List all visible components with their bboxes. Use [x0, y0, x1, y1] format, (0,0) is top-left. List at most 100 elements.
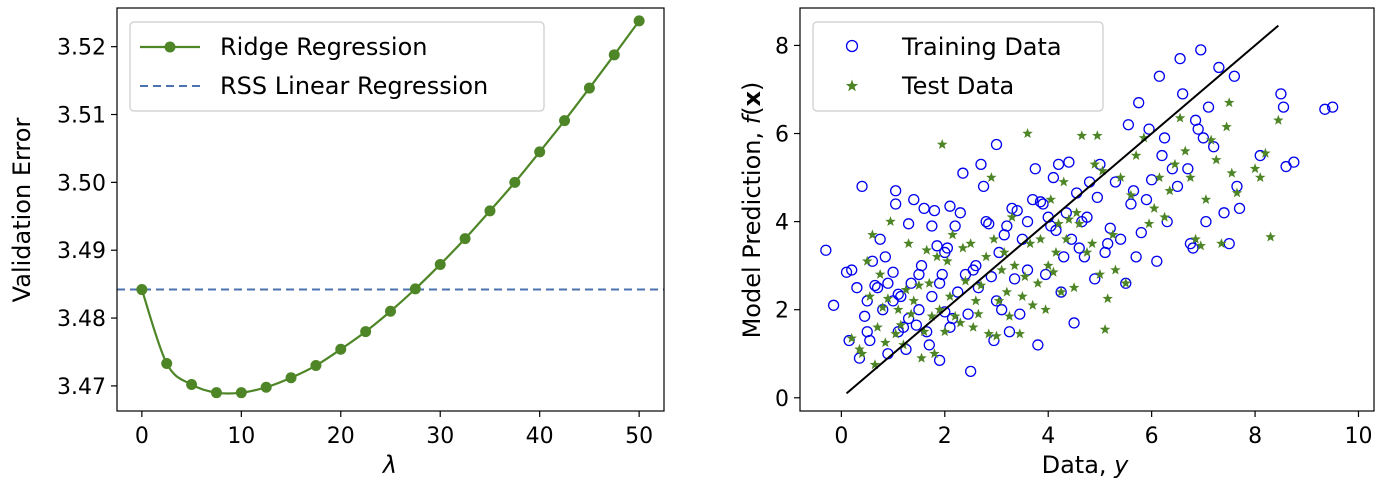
- training-data-point: [1037, 198, 1049, 210]
- legend-training-marker-swatch: [845, 39, 859, 53]
- legend-test-label: Test Data: [901, 72, 1014, 100]
- test-data-point: [903, 238, 914, 249]
- training-data-point: [1223, 237, 1235, 250]
- test-data-point: [991, 330, 1002, 341]
- test-data-point: [934, 304, 945, 315]
- test-data-point: [1063, 213, 1075, 224]
- training-data-point: [1202, 101, 1215, 113]
- training-data-point: [1233, 202, 1246, 215]
- left-plot-area: [117, 15, 664, 399]
- training-data-point: [933, 354, 946, 366]
- training-data-point: [1277, 101, 1290, 113]
- training-data-point: [840, 266, 853, 278]
- ridge-regression-point: [310, 360, 322, 372]
- right-x-tick-label: 4: [1041, 424, 1055, 449]
- training-data-point: [1068, 317, 1080, 329]
- test-data-point: [867, 229, 878, 240]
- training-data-point: [1109, 176, 1122, 188]
- training-data-point: [975, 158, 987, 171]
- test-data-point: [1053, 218, 1064, 229]
- left-y-tick-label: 3.48: [57, 307, 106, 332]
- ridge-regression-point: [583, 82, 595, 94]
- test-data-point: [913, 279, 925, 290]
- training-data-point: [936, 268, 948, 281]
- test-data-point: [880, 337, 891, 348]
- training-data-point: [954, 207, 966, 219]
- test-data-point: [973, 308, 984, 319]
- training-data-point: [983, 218, 995, 230]
- legend-ridge-label: Ridge Regression: [220, 33, 427, 61]
- test-data-point: [1055, 286, 1067, 297]
- training-data-point: [1200, 215, 1212, 228]
- test-data-point: [877, 302, 888, 312]
- legend-ridge-marker-swatch: [164, 41, 176, 53]
- test-data-point: [1255, 172, 1266, 183]
- test-data-point: [1180, 145, 1191, 156]
- ridge-regression-point: [335, 343, 347, 355]
- test-data-point: [1019, 271, 1031, 282]
- right-y-tick-label: 8: [775, 34, 789, 59]
- test-data-point: [1017, 290, 1028, 301]
- test-data-point: [1273, 114, 1284, 125]
- test-data-point: [983, 328, 994, 339]
- test-data-point: [1089, 158, 1100, 169]
- training-data-point: [1288, 156, 1300, 168]
- training-data-point: [890, 185, 902, 197]
- right-axes-frame: [799, 7, 1375, 412]
- test-data-point: [1164, 185, 1175, 196]
- test-data-point: [1040, 304, 1051, 315]
- ridge-regression-point: [260, 381, 272, 393]
- ridge-regression-point: [484, 205, 496, 217]
- right-y-axis-label: Model Prediction, f(x): [738, 82, 766, 339]
- test-data-point: [1058, 176, 1069, 187]
- test-data-point: [1107, 229, 1119, 240]
- training-data-point: [1029, 163, 1041, 175]
- ridge-regression-point: [459, 233, 471, 245]
- test-data-point: [1022, 128, 1033, 138]
- test-data-point: [1076, 130, 1088, 141]
- training-data-point: [871, 282, 884, 294]
- training-data-point: [977, 180, 990, 193]
- test-data-point: [1024, 238, 1036, 249]
- right-y-tick-label: 6: [775, 123, 789, 148]
- ridge-regression-point: [633, 15, 645, 27]
- test-data-point: [929, 348, 940, 359]
- training-data-point: [1208, 141, 1220, 153]
- legend-training-label: Training Data: [901, 33, 1062, 61]
- right-x-axis-label: Data, y: [1042, 451, 1130, 479]
- training-data-point: [970, 260, 982, 272]
- left-y-tick-label: 3.49: [57, 239, 106, 264]
- test-data-point: [926, 310, 938, 321]
- test-data-point: [986, 172, 997, 183]
- test-data-point: [893, 304, 904, 315]
- training-data-point: [1326, 101, 1339, 113]
- training-data-point: [1104, 222, 1116, 234]
- training-data-point: [892, 288, 904, 300]
- test-data-point: [936, 139, 948, 149]
- right-y-tick-label: 0: [775, 387, 789, 412]
- test-data-point: [1074, 218, 1085, 229]
- training-data-point: [990, 138, 1003, 151]
- test-data-point: [905, 308, 917, 319]
- training-data-point: [913, 304, 925, 316]
- training-data-point: [1275, 88, 1287, 100]
- test-data-point: [1205, 134, 1217, 145]
- training-data-point: [908, 193, 920, 206]
- training-data-point: [1135, 226, 1147, 239]
- training-data-point: [1003, 326, 1016, 338]
- left-x-tick-label: 0: [135, 424, 149, 449]
- training-data-point: [1089, 273, 1101, 285]
- left-y-tick-label: 3.51: [57, 104, 106, 129]
- training-data-point: [1151, 255, 1163, 267]
- training-data-point: [931, 240, 943, 252]
- training-data-point: [1073, 242, 1085, 254]
- left-y-tick-label: 3.47: [57, 375, 106, 400]
- test-data-point: [1216, 238, 1227, 249]
- training-data-point: [846, 264, 858, 276]
- left-x-tick-label: 40: [526, 424, 554, 449]
- test-data-point: [872, 321, 883, 332]
- test-data-point: [1068, 282, 1080, 293]
- training-data-point: [1032, 339, 1044, 351]
- test-data-point: [931, 251, 943, 262]
- test-data-point: [1200, 194, 1212, 205]
